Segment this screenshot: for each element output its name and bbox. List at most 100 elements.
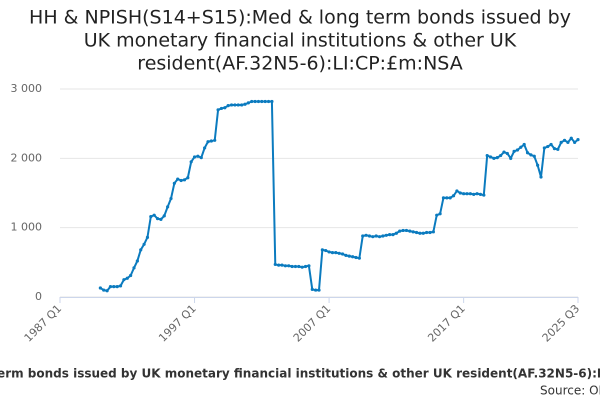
point — [287, 264, 291, 268]
point — [451, 194, 456, 198]
point — [196, 154, 200, 158]
point — [223, 106, 227, 110]
point — [203, 146, 207, 150]
point — [465, 192, 469, 196]
point — [411, 230, 415, 234]
point — [179, 178, 183, 183]
point — [256, 99, 261, 104]
point — [246, 101, 250, 105]
point — [317, 288, 321, 292]
point — [219, 106, 224, 111]
point — [115, 285, 119, 289]
point — [414, 230, 419, 235]
point — [199, 156, 203, 160]
point — [125, 276, 129, 280]
point — [408, 229, 412, 233]
point — [162, 214, 166, 218]
point — [552, 147, 557, 151]
point — [559, 140, 563, 144]
point — [310, 287, 314, 291]
point — [556, 147, 560, 151]
point — [243, 102, 247, 106]
point — [485, 153, 489, 158]
point — [108, 285, 113, 289]
source: Source: ONS — [540, 384, 600, 398]
point — [475, 192, 479, 196]
point — [539, 175, 543, 179]
point — [381, 234, 385, 238]
point — [492, 156, 496, 160]
point — [472, 192, 476, 196]
point — [462, 192, 466, 196]
point — [166, 205, 170, 209]
y-tick-label: 2 000 — [11, 151, 43, 164]
point — [374, 234, 378, 238]
point — [320, 248, 324, 252]
point — [371, 235, 375, 239]
y-tick-label: 0 — [35, 290, 42, 303]
point — [98, 286, 102, 290]
point — [505, 151, 509, 156]
point — [576, 138, 580, 142]
point — [280, 263, 284, 267]
point — [169, 196, 173, 201]
point — [404, 228, 409, 233]
point — [236, 103, 240, 107]
point — [495, 156, 499, 160]
x-axis-label: Med & long term bonds issued by UK monet… — [0, 367, 600, 381]
point — [297, 264, 301, 269]
x-tick-label: 2007 Q1 — [291, 302, 334, 345]
point — [468, 192, 472, 196]
point — [367, 234, 372, 238]
point — [364, 233, 368, 237]
point — [569, 136, 573, 140]
point — [428, 230, 432, 235]
point — [189, 160, 193, 164]
point — [277, 263, 281, 267]
point — [448, 196, 452, 200]
point — [300, 265, 304, 269]
point — [391, 233, 395, 237]
y-tick-label: 3 000 — [11, 82, 43, 95]
point — [155, 217, 160, 221]
point — [327, 250, 331, 254]
point — [139, 248, 143, 252]
point — [213, 138, 217, 142]
line — [99, 100, 579, 292]
point — [118, 284, 123, 288]
point — [536, 163, 540, 167]
point — [129, 273, 133, 278]
point — [344, 253, 348, 257]
point — [102, 288, 106, 292]
point — [478, 192, 483, 196]
point — [340, 252, 345, 256]
point — [438, 212, 442, 216]
point — [418, 231, 422, 235]
point — [186, 176, 190, 180]
point — [330, 251, 335, 255]
point — [445, 196, 449, 200]
chart-title: HH & NPISH(S14+S15):Med & long term bond… — [29, 7, 571, 29]
point — [152, 213, 156, 217]
point — [512, 149, 516, 153]
point — [515, 148, 520, 152]
point — [132, 266, 136, 270]
point — [455, 189, 459, 193]
x-tick-label: 1997 Q1 — [156, 302, 199, 345]
point — [566, 140, 570, 144]
point — [532, 154, 536, 158]
point — [142, 242, 146, 246]
point — [421, 231, 425, 235]
point — [401, 228, 405, 233]
point — [293, 264, 298, 269]
x-tick-label: 2017 Q1 — [425, 302, 468, 345]
point — [324, 248, 328, 253]
point — [303, 264, 308, 269]
point — [192, 155, 197, 159]
point — [283, 264, 287, 268]
point — [441, 196, 446, 200]
point — [206, 140, 210, 144]
chart-title: resident(AF.32N5-6):LI:CP:£m:NSA — [137, 53, 462, 75]
point — [347, 254, 351, 258]
